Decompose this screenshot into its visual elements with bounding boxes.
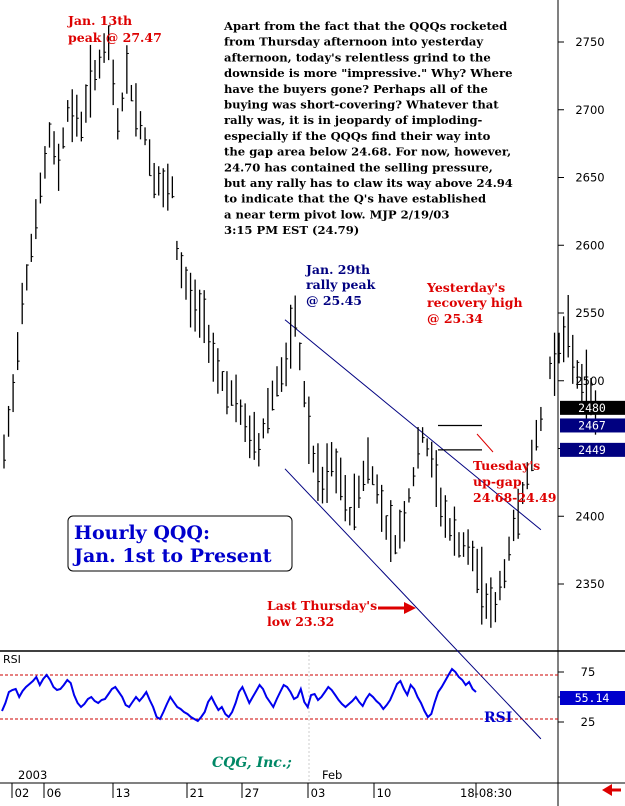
- title-box-frame: [67, 515, 293, 572]
- price-tag-box: [560, 400, 625, 415]
- time-tick-label: 18-08:30: [460, 786, 512, 800]
- time-axis: 02 06 13 21 27 03 10 18-08:30 2003 Feb: [11, 768, 512, 800]
- rsi-last-tag-text: 55.14: [575, 691, 610, 705]
- rsi-last-tag: 55.14: [560, 691, 625, 705]
- price-tick-label: 2400: [575, 509, 604, 523]
- annotation-gap-line1: Tuesday's: [473, 458, 540, 473]
- price-tag-label: 2480: [578, 401, 606, 415]
- price-tag-box: [560, 418, 625, 433]
- annotation-jan13-line1: Jan. 13th: [67, 13, 132, 28]
- annotation-jan29-line3: @ 25.45: [306, 293, 362, 308]
- price-tag-label: 2467: [578, 418, 606, 432]
- rsi-tick-label: 75: [581, 665, 596, 679]
- gap-zone: [438, 424, 482, 451]
- chart-title: Hourly QQQ:: [74, 522, 210, 544]
- price-tick-label: 2600: [575, 238, 604, 252]
- commentary-line: especially if the QQQs find their way in…: [224, 129, 491, 143]
- price-tick-label: 2350: [575, 577, 604, 591]
- annotation-jan13: Jan. 13th peak @ 27.47: [67, 13, 162, 45]
- annotation-yesterday: Yesterday's recovery high @ 25.34: [426, 280, 527, 326]
- annotation-thursday-line1: Last Thursday's: [267, 598, 377, 613]
- annotation-gap: Tuesday's up-gap 24.68-24.49: [473, 458, 556, 505]
- commentary-line: to indicate that the Q's have establishe…: [224, 192, 486, 206]
- channel-lower-line: [284, 468, 542, 740]
- rsi-line: [1, 667, 477, 723]
- title-box: Hourly QQQ: Jan. 1st to Present: [67, 515, 293, 572]
- rsi-reference-lines: [0, 674, 558, 720]
- annotation-gap-line2: up-gap: [473, 474, 522, 489]
- chart-subtitle: Jan. 1st to Present: [72, 545, 272, 567]
- annotation-thursday-line2: low 23.32: [267, 614, 334, 629]
- commentary-line: a near term pivot low. MJP 2/19/03: [224, 207, 449, 221]
- price-bars: [3, 25, 598, 628]
- time-period-label: 2003: [18, 768, 47, 782]
- commentary-line: downside is more "impressive." Why? Wher…: [224, 66, 513, 80]
- time-tick-label: 03: [311, 786, 326, 800]
- price-tag-box: [560, 442, 625, 457]
- gap-pointer-line: [476, 433, 494, 453]
- annotation-thursday: Last Thursday's low 23.32: [267, 598, 381, 629]
- time-tick-label: 21: [190, 786, 205, 800]
- commentary-line: 3:15 PM EST (24.79): [224, 223, 359, 237]
- annotation-yesterday-line1: Yesterday's: [426, 280, 505, 295]
- annotation-jan29-line1: Jan. 29th: [305, 262, 370, 277]
- commentary-line: afternoon, today's relentless grind to t…: [224, 50, 491, 64]
- price-tick-label: 2500: [575, 374, 604, 388]
- rsi-tick-label: 25: [581, 715, 596, 729]
- time-tick-label: 13: [116, 786, 131, 800]
- commentary-line: the gap area below 24.68. For now, howev…: [224, 145, 511, 159]
- downtrend-channel: [284, 319, 542, 740]
- commentary-line: have the buyers gone? Perhaps all of the: [224, 82, 488, 96]
- time-tick-label: 10: [377, 786, 392, 800]
- price-tag-label: 2449: [578, 443, 606, 457]
- red-arrow-icon: [378, 602, 416, 614]
- commentary-line: rally was, it is in jeopardy of implodin…: [224, 113, 483, 127]
- rsi-series-label: RSI: [484, 710, 512, 726]
- annotation-jan29: Jan. 29th rally peak @ 25.45: [305, 262, 380, 308]
- commentary-line: Apart from the fact that the QQQs rocket…: [223, 19, 507, 33]
- time-tick-label: 02: [15, 786, 30, 800]
- annotation-jan13-line2: peak @ 27.47: [68, 30, 162, 45]
- commentary-line: but any rally has to claw its way above …: [224, 176, 513, 190]
- annotation-yesterday-line3: @ 25.34: [427, 311, 483, 326]
- price-tick-label: 2550: [575, 306, 604, 320]
- rsi-panel-label: RSI: [3, 653, 21, 666]
- annotation-gap-line3: 24.68-24.49: [473, 490, 556, 505]
- left-arrow-icon[interactable]: [602, 784, 621, 796]
- price-tick-label: 2750: [575, 35, 604, 49]
- annotation-yesterday-line2: recovery high: [427, 295, 523, 310]
- annotation-jan29-line2: rally peak: [306, 277, 376, 292]
- cqg-watermark: CQG, Inc.;: [212, 755, 292, 771]
- price-tick-label: 2700: [575, 103, 604, 117]
- commentary-line: from Thursday afternoon into yesterday: [224, 35, 484, 49]
- price-tick-label: 2650: [575, 171, 604, 185]
- time-tick-label: 27: [245, 786, 260, 800]
- commentary-line: buying was short-covering? Whatever that: [224, 98, 499, 112]
- time-tick-label: 06: [47, 786, 62, 800]
- price-tags: 2480 2467 2449: [560, 400, 625, 457]
- commentary-text: Apart from the fact that the QQQs rocket…: [223, 19, 513, 237]
- commentary-line: 24.70 has contained the selling pressure…: [224, 160, 493, 174]
- rsi-last-tag-box: [560, 691, 625, 705]
- channel-upper-line: [284, 319, 542, 531]
- time-period-label: Feb: [322, 768, 342, 782]
